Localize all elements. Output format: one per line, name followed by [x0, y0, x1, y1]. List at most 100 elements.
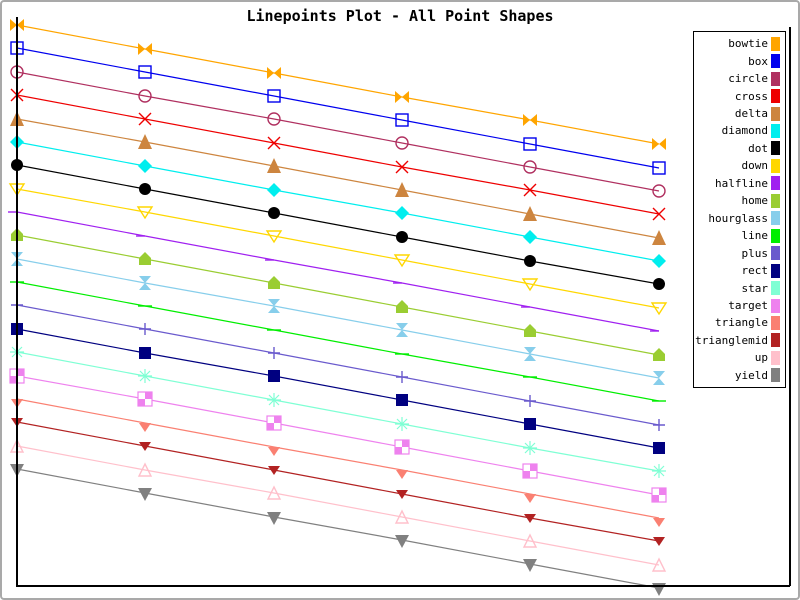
up-marker-icon	[651, 557, 667, 572]
legend-item-plus: plus	[694, 244, 785, 261]
target-marker-icon	[137, 391, 153, 407]
home-marker-icon	[139, 252, 151, 265]
diamond-marker-icon	[267, 183, 281, 197]
delta-marker-icon	[138, 134, 152, 149]
legend-item-halfline: halfline	[694, 175, 785, 192]
down-marker-icon	[650, 302, 668, 316]
legend-color-swatch	[771, 333, 780, 348]
legend-label: trianglemid	[695, 333, 768, 347]
circle-marker-icon	[138, 89, 152, 103]
box-marker-icon	[652, 161, 666, 175]
series-halfline	[8, 211, 660, 332]
series-line-halfline	[16, 211, 660, 332]
hourglass-marker-icon	[396, 323, 408, 337]
rect-marker-icon	[139, 347, 151, 359]
circle-marker-icon	[267, 112, 281, 126]
legend-item-box: box	[694, 52, 785, 69]
trianglemid-marker-icon	[524, 514, 536, 523]
hourglass-marker-icon	[139, 276, 151, 290]
circle-marker-icon	[523, 160, 537, 174]
box-marker-icon	[138, 65, 152, 79]
legend-color-swatch	[771, 315, 780, 330]
legend-label: down	[741, 159, 769, 173]
legend-color-swatch	[771, 141, 780, 156]
series-delta	[10, 111, 666, 245]
cross-marker-icon	[395, 160, 409, 174]
circle-marker-icon	[395, 136, 409, 150]
up-marker-icon	[394, 509, 410, 524]
legend-label: bowtie	[728, 37, 768, 51]
series-line	[10, 281, 666, 402]
series-line-cross	[16, 94, 660, 215]
legend-label: up	[754, 351, 768, 365]
legend-item-hourglass: hourglass	[694, 210, 785, 227]
series-line-line	[16, 281, 660, 402]
box-marker-icon	[267, 89, 281, 103]
trianglemid-marker-icon	[396, 490, 408, 499]
legend-color-swatch	[771, 263, 780, 278]
down-marker-icon	[265, 230, 283, 244]
legend-label: yield	[734, 368, 768, 382]
legend-item-rect: rect	[694, 262, 785, 279]
legend-item-yield: yield	[694, 367, 785, 384]
rect-marker-icon	[396, 394, 408, 406]
target-marker-icon	[522, 463, 538, 479]
legend-color-swatch	[771, 106, 780, 121]
series-line-circle	[16, 71, 660, 192]
bowtie-marker-icon	[523, 114, 537, 126]
plot-axes	[16, 17, 791, 587]
delta-marker-icon	[652, 230, 666, 245]
legend-item-cross: cross	[694, 87, 785, 104]
bowtie-marker-icon	[395, 91, 409, 103]
series-bowtie	[10, 19, 666, 150]
legend-item-up: up	[694, 349, 785, 366]
hourglass-marker-icon	[524, 347, 536, 361]
bowtie-marker-icon	[10, 19, 24, 31]
series-line-trianglemid	[16, 421, 660, 542]
legend-label: dot	[748, 141, 768, 155]
legend-color-swatch	[771, 246, 780, 261]
dot-marker-icon	[268, 207, 280, 219]
series-line-up	[16, 445, 660, 566]
triangle-marker-icon	[396, 470, 408, 479]
series-line-plus	[16, 304, 660, 426]
series-line-bowtie	[16, 24, 660, 145]
series-circle	[10, 65, 666, 198]
dot-marker-icon	[396, 231, 408, 243]
delta-marker-icon	[523, 206, 537, 221]
series-line-down	[16, 188, 660, 309]
star-marker-icon	[267, 393, 281, 407]
bowtie-marker-icon	[652, 138, 666, 150]
rect-marker-icon	[653, 442, 665, 454]
cross-marker-icon	[138, 112, 152, 126]
delta-marker-icon	[395, 182, 409, 197]
series-line-triangle	[16, 398, 660, 519]
yield-marker-icon	[267, 512, 281, 525]
legend-item-trianglemid: trianglemid	[694, 332, 785, 349]
plus-marker-icon	[268, 347, 280, 359]
target-marker-icon	[651, 487, 667, 503]
series-box	[10, 41, 666, 175]
legend-label: box	[748, 54, 768, 68]
home-marker-icon	[524, 324, 536, 337]
series-home	[11, 228, 665, 361]
series-rect	[11, 323, 665, 454]
rect-marker-icon	[268, 370, 280, 382]
series-line-hourglass	[16, 258, 660, 379]
legend-label: triangle	[715, 316, 768, 330]
star-marker-icon	[523, 441, 537, 455]
yield-marker-icon	[652, 583, 666, 596]
legend-label: circle	[728, 72, 768, 86]
cross-marker-icon	[652, 207, 666, 221]
up-marker-icon	[137, 462, 153, 477]
home-marker-icon	[653, 348, 665, 361]
down-marker-icon	[136, 206, 154, 220]
legend: bowtie box circle cross delta diamond dot down h…	[693, 31, 786, 388]
legend-label: line	[741, 229, 769, 243]
dot-marker-icon	[524, 255, 536, 267]
cross-marker-icon	[523, 183, 537, 197]
series-triangle	[11, 398, 665, 527]
legend-color-swatch	[771, 89, 780, 104]
dot-marker-icon	[139, 183, 151, 195]
diamond-marker-icon	[523, 230, 537, 244]
